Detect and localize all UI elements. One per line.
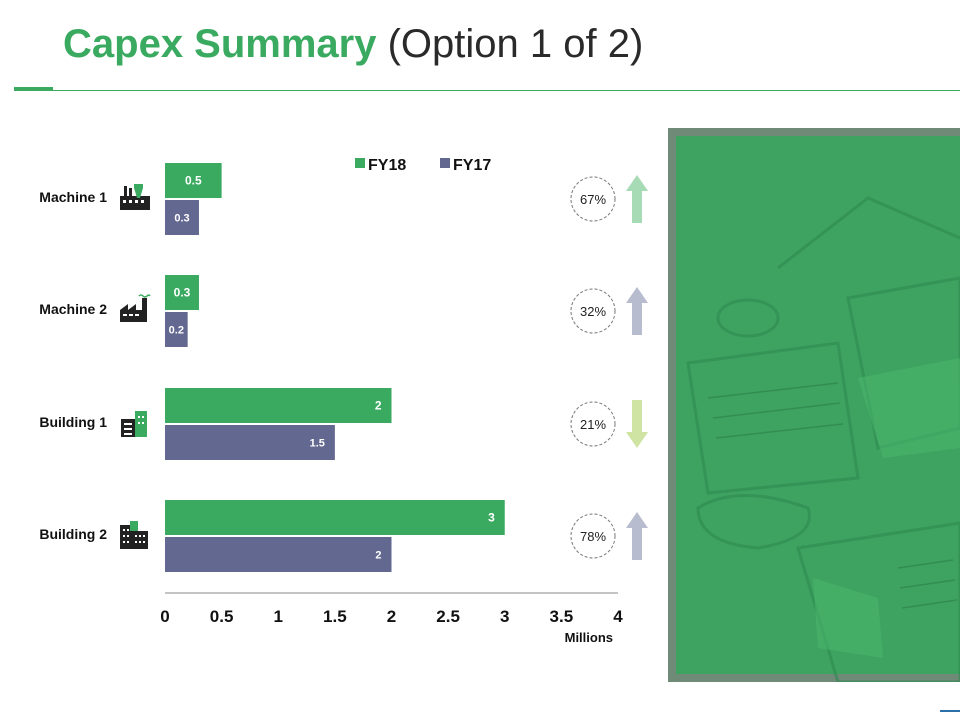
x-tick-label: 3 (500, 607, 509, 626)
bar-machine-2-fy17 (165, 312, 188, 347)
arrow-up-icon (626, 175, 648, 223)
bar-building-2-fy18 (165, 500, 505, 535)
change-indicator: 32% (570, 287, 648, 335)
change-percent: 78% (580, 529, 606, 544)
change-indicator: 21% (570, 400, 648, 448)
x-axis-title: Millions (565, 630, 613, 645)
category-label-machine-2: Machine 2 (39, 301, 107, 317)
desk-photo-image (668, 128, 960, 682)
arrow-down-icon (626, 400, 648, 448)
data-label-building-2-fy17: 2 (375, 550, 381, 562)
bar-building-1-fy18 (165, 388, 392, 423)
change-indicator: 67% (570, 175, 648, 223)
factory-smoke-icon (120, 294, 151, 322)
data-label-building-2-fy18: 3 (488, 511, 495, 525)
legend-label-fy18: FY18 (368, 157, 406, 174)
bar-machine-2-fy18 (165, 275, 199, 310)
data-label-building-1-fy17: 1.5 (310, 438, 325, 450)
legend-swatch-fy18 (355, 158, 365, 168)
change-percent: 32% (580, 304, 606, 319)
data-label-machine-2-fy18: 0.3 (174, 286, 191, 300)
factory-icon (120, 184, 150, 210)
data-label-machine-1-fy17: 0.3 (174, 213, 189, 225)
title-divider (14, 90, 960, 91)
bar-building-1-fy17 (165, 425, 335, 460)
category-label-building-2: Building 2 (39, 526, 107, 542)
change-percent: 21% (580, 417, 606, 432)
title-main: Capex Summary (63, 22, 377, 66)
change-badge (570, 288, 616, 334)
x-tick-label: 0 (160, 607, 169, 626)
change-badge (570, 176, 616, 222)
bar-machine-1-fy17 (165, 200, 199, 235)
x-tick-label: 2 (387, 607, 396, 626)
page-title: Capex Summary (Option 1 of 2) (63, 22, 643, 67)
change-indicator: 78% (570, 512, 648, 560)
corner-mark (940, 710, 960, 712)
arrow-up-icon (626, 512, 648, 560)
title-subtitle: (Option 1 of 2) (387, 22, 644, 66)
office-building-icon (121, 411, 147, 437)
x-tick-label: 0.5 (210, 607, 234, 626)
x-tick-label: 1 (274, 607, 283, 626)
x-tick-label: 2.5 (436, 607, 460, 626)
category-label-building-1: Building 1 (39, 414, 107, 430)
change-badge (570, 401, 616, 447)
city-buildings-icon (120, 521, 148, 549)
x-tick-label: 4 (613, 607, 623, 626)
data-label-machine-2-fy17: 0.2 (169, 325, 184, 337)
change-percent: 67% (580, 192, 606, 207)
x-tick-label: 1.5 (323, 607, 347, 626)
x-tick-label: 3.5 (550, 607, 574, 626)
data-label-building-1-fy18: 2 (375, 399, 382, 413)
legend-label-fy17: FY17 (453, 157, 491, 174)
photo-panel (668, 128, 960, 682)
title-accent-bar (14, 87, 53, 91)
bar-machine-1-fy18 (165, 163, 222, 198)
category-label-machine-1: Machine 1 (39, 189, 107, 205)
change-badge (570, 513, 616, 559)
data-label-machine-1-fy18: 0.5 (185, 174, 202, 188)
bar-building-2-fy17 (165, 537, 392, 572)
arrow-up-icon (626, 287, 648, 335)
legend-swatch-fy17 (440, 158, 450, 168)
